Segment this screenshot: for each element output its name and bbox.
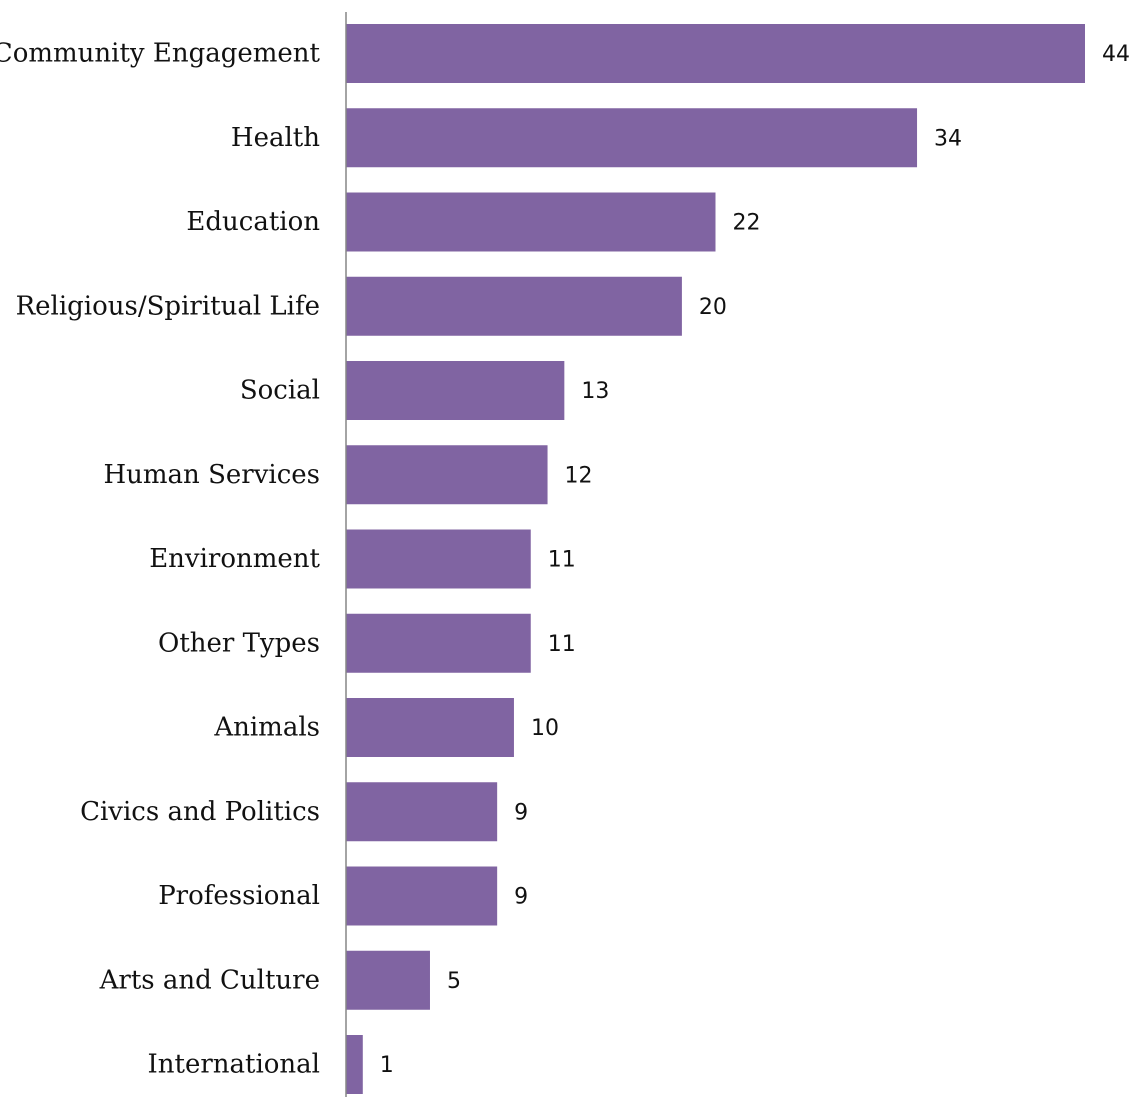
category-label: Environment — [149, 544, 320, 574]
bars-group — [346, 24, 1085, 1094]
value-label: 11 — [548, 632, 576, 657]
category-label: Social — [240, 376, 320, 406]
bar-human-services — [346, 445, 548, 505]
category-label: Community Engagement — [0, 39, 321, 69]
bar-international — [346, 1035, 363, 1094]
value-label: 20 — [699, 295, 727, 320]
value-label: 22 — [733, 211, 761, 236]
bar-animals — [346, 698, 514, 757]
value-label: 5 — [447, 969, 461, 994]
value-label: 13 — [581, 379, 609, 404]
bar-community-engagement — [346, 24, 1085, 83]
category-label: Health — [231, 123, 320, 153]
value-label: 12 — [565, 463, 593, 488]
category-label: Professional — [158, 881, 320, 911]
category-label: Education — [186, 207, 320, 237]
bar-religious-spiritual-life — [346, 276, 682, 336]
value-label: 34 — [934, 126, 962, 151]
category-label: Animals — [213, 713, 320, 743]
category-label: Arts and Culture — [99, 965, 320, 995]
bar-environment — [346, 529, 531, 589]
category-label: International — [147, 1050, 320, 1080]
bar-social — [346, 361, 565, 420]
bar-civics-and-politics — [346, 782, 498, 842]
category-label: Religious/Spiritual Life — [16, 291, 320, 321]
category-label: Civics and Politics — [80, 797, 320, 827]
bar-education — [346, 192, 716, 252]
value-label: 10 — [531, 716, 559, 741]
value-label: 44 — [1102, 42, 1130, 67]
bar-other-types — [346, 613, 531, 673]
category-label: Human Services — [103, 460, 320, 490]
value-label: 11 — [548, 548, 576, 573]
value-label: 1 — [380, 1053, 394, 1078]
value-label: 9 — [514, 885, 528, 910]
value-label: 9 — [514, 800, 528, 825]
category-label: Other Types — [158, 628, 320, 658]
category-labels-group: Community Engagement Health Education Relig… — [0, 39, 321, 1080]
bar-health — [346, 108, 918, 168]
value-labels-group: 44 34 22 20 13 12 11 11 10 9 9 5 1 — [380, 42, 1130, 1078]
bar-arts-and-culture — [346, 950, 430, 1010]
bar-professional — [346, 866, 498, 926]
